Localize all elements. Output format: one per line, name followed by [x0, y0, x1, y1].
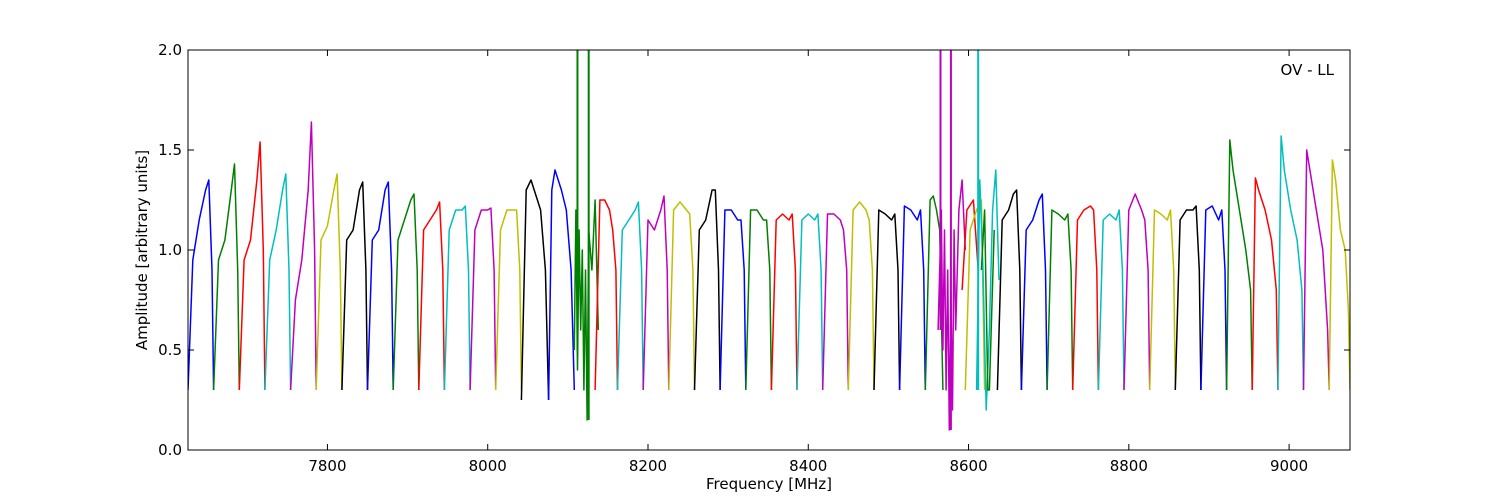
series-line-18: [642, 195, 670, 391]
series-line-14: [547, 169, 576, 401]
series-line-1: [212, 163, 241, 391]
series-line-25: [821, 213, 850, 391]
series-line-10: [443, 205, 471, 391]
series-line-19: [668, 201, 696, 391]
series-line-31: [961, 199, 979, 291]
x-axis-label: Frequency [MHz]: [706, 475, 832, 493]
series-line-13: [520, 179, 550, 401]
series-line-35: [996, 189, 1023, 391]
x-tick-label: 8800: [1110, 457, 1148, 475]
series-line-23: [770, 213, 798, 391]
series-line-2: [238, 141, 266, 391]
series-line-15: [573, 199, 600, 421]
series-line-22: [745, 209, 773, 391]
series-line-48: [1328, 159, 1350, 391]
x-tick-label: 8600: [949, 457, 987, 475]
y-tick-label: 0.5: [158, 341, 182, 359]
series-line-43: [1200, 205, 1228, 391]
series-line-38: [1071, 205, 1100, 391]
series-line-34: [980, 209, 995, 391]
y-tick-label: 1.5: [158, 141, 182, 159]
y-tick-label: 0.0: [158, 441, 182, 459]
series-line-6: [341, 181, 369, 391]
series-line-41: [1148, 209, 1177, 391]
y-tick-label: 1.0: [158, 241, 182, 259]
series-line-16: [594, 199, 619, 391]
series-line-11: [469, 207, 497, 391]
series-line-26: [847, 201, 875, 391]
series-line-45: [1251, 177, 1279, 391]
series-line-47: [1302, 149, 1330, 391]
series-line-44: [1225, 139, 1253, 391]
series-line-27: [873, 209, 901, 391]
series-line-39: [1097, 209, 1125, 391]
series-line-46: [1277, 135, 1305, 391]
series-line-17: [616, 201, 644, 391]
series-line-40: [1123, 193, 1151, 391]
series-line-42: [1174, 205, 1202, 391]
series-line-9: [418, 201, 446, 391]
series-line-21: [719, 209, 747, 391]
ticks-layer: 7800 8000 8200 8400 8600 8800 9000 0.0 0.5 1.0 1.5…: [158, 41, 1350, 475]
x-tick-label: 8400: [789, 457, 827, 475]
x-tick-label: 7800: [308, 457, 346, 475]
series-line-5: [315, 173, 343, 391]
series-layer: [188, 50, 1350, 431]
series-line-12: [494, 209, 523, 391]
series-line-37: [1046, 209, 1074, 391]
series-line-28: [898, 205, 927, 391]
y-tick-label: 2.0: [158, 41, 182, 59]
series-line-4: [289, 121, 317, 391]
annotation-label: OV - LL: [1281, 61, 1335, 79]
x-tick-label: 9000: [1270, 457, 1308, 475]
series-line-3: [264, 173, 292, 391]
series-line-0: [188, 179, 215, 391]
series-line-24: [796, 213, 824, 391]
x-tick-label: 8000: [469, 457, 507, 475]
series-line-8: [392, 193, 420, 391]
series-line-20: [693, 189, 721, 391]
y-axis-label: Amplitude [arbitrary units]: [133, 150, 151, 350]
series-line-7: [366, 181, 394, 391]
x-tick-label: 8200: [629, 457, 667, 475]
series-line-36: [1020, 193, 1048, 391]
